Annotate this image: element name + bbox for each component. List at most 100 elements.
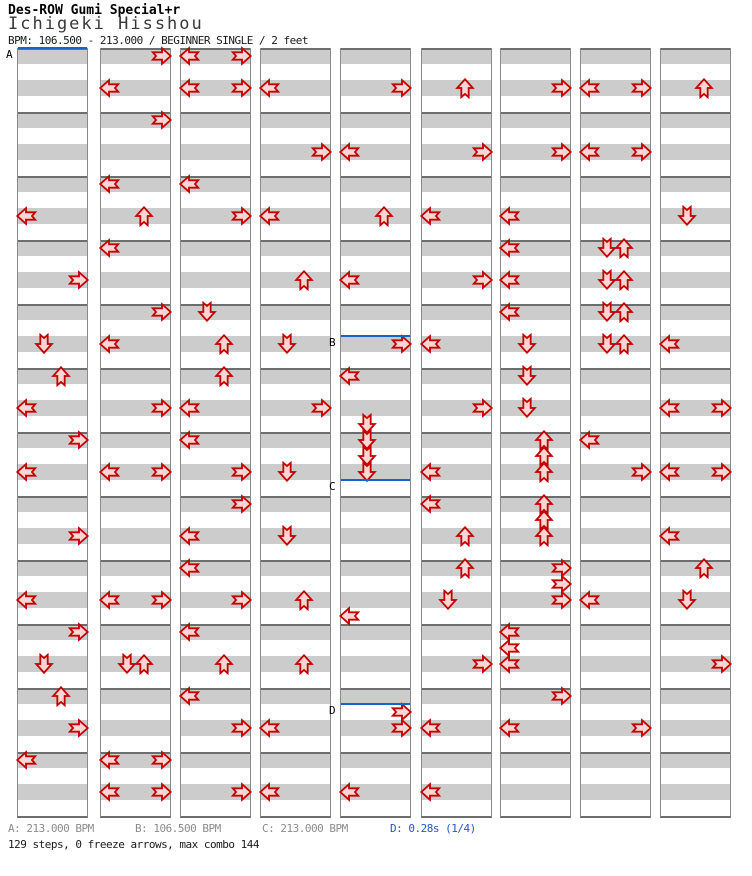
arrow-left-icon bbox=[498, 621, 520, 643]
arrow-left-icon bbox=[178, 557, 200, 579]
arrow-up-icon bbox=[373, 205, 395, 227]
arrow-left-icon bbox=[258, 205, 280, 227]
arrow-right-icon bbox=[231, 781, 253, 803]
arrow-up-icon bbox=[213, 365, 235, 387]
arrow-left-icon bbox=[658, 461, 680, 483]
arrow-left-icon bbox=[498, 237, 520, 259]
arrow-right-icon bbox=[151, 109, 173, 131]
arrow-right-icon bbox=[68, 525, 90, 547]
tempo-marker-label: B bbox=[329, 336, 336, 349]
arrow-left-icon bbox=[338, 365, 360, 387]
arrow-down-icon bbox=[516, 365, 538, 387]
arrow-left-icon bbox=[178, 525, 200, 547]
tempo-marker-a-label: A: 213.000 BPM bbox=[8, 822, 94, 835]
chart-column bbox=[258, 48, 333, 818]
arrow-left-icon bbox=[178, 173, 200, 195]
arrow-right-icon bbox=[631, 77, 653, 99]
arrow-right-icon bbox=[711, 461, 733, 483]
arrow-right-icon bbox=[631, 717, 653, 739]
arrow-right-icon bbox=[151, 301, 173, 323]
arrow-left-icon bbox=[178, 45, 200, 67]
arrow-right-icon bbox=[231, 205, 253, 227]
arrow-right-icon bbox=[311, 141, 333, 163]
arrow-left-icon bbox=[15, 749, 37, 771]
arrow-right-icon bbox=[711, 653, 733, 675]
arrow-right-icon bbox=[551, 77, 573, 99]
arrow-down-icon bbox=[596, 269, 618, 291]
arrow-up-icon bbox=[613, 269, 635, 291]
chart-column bbox=[338, 48, 413, 818]
arrow-up-icon bbox=[213, 333, 235, 355]
tempo-marker-line bbox=[341, 479, 410, 481]
arrow-left-icon bbox=[178, 397, 200, 419]
arrow-up-icon bbox=[613, 333, 635, 355]
arrow-up-icon bbox=[693, 557, 715, 579]
arrow-down-icon bbox=[276, 333, 298, 355]
arrow-right-icon bbox=[551, 141, 573, 163]
arrow-up-icon bbox=[613, 237, 635, 259]
arrow-down-icon bbox=[596, 301, 618, 323]
chart-column bbox=[498, 48, 573, 818]
arrow-right-icon bbox=[151, 781, 173, 803]
chart-column bbox=[98, 46, 173, 818]
arrow-right-icon bbox=[231, 461, 253, 483]
arrow-right-icon bbox=[231, 77, 253, 99]
arrow-right-icon bbox=[631, 461, 653, 483]
arrow-right-icon bbox=[231, 589, 253, 611]
arrow-right-icon bbox=[391, 333, 413, 355]
arrow-left-icon bbox=[498, 269, 520, 291]
arrow-left-icon bbox=[178, 685, 200, 707]
arrow-up-icon bbox=[613, 301, 635, 323]
arrow-left-icon bbox=[578, 77, 600, 99]
arrow-left-icon bbox=[98, 781, 120, 803]
arrow-right-icon bbox=[231, 493, 253, 515]
arrow-right-icon bbox=[631, 141, 653, 163]
arrow-left-icon bbox=[419, 717, 441, 739]
tempo-marker-label: C bbox=[329, 480, 336, 493]
arrow-left-icon bbox=[498, 717, 520, 739]
arrow-left-icon bbox=[98, 333, 120, 355]
arrow-down-icon bbox=[356, 445, 378, 467]
arrow-left-icon bbox=[498, 637, 520, 659]
arrow-up-icon bbox=[133, 653, 155, 675]
arrow-up-icon bbox=[533, 461, 555, 483]
arrow-left-icon bbox=[498, 205, 520, 227]
arrow-right-icon bbox=[68, 429, 90, 451]
arrow-left-icon bbox=[419, 461, 441, 483]
arrow-right-icon bbox=[551, 589, 573, 611]
arrow-down-icon bbox=[116, 653, 138, 675]
arrow-down-icon bbox=[596, 237, 618, 259]
arrow-down-icon bbox=[33, 333, 55, 355]
arrow-right-icon bbox=[151, 589, 173, 611]
arrow-left-icon bbox=[578, 589, 600, 611]
arrow-right-icon bbox=[472, 141, 494, 163]
arrow-down-icon bbox=[196, 301, 218, 323]
tempo-marker-label: D bbox=[329, 704, 336, 717]
tempo-marker-line bbox=[18, 47, 87, 49]
arrow-right-icon bbox=[151, 749, 173, 771]
arrow-down-icon bbox=[437, 589, 459, 611]
chart-column bbox=[15, 47, 90, 818]
arrow-up-icon bbox=[533, 445, 555, 467]
arrow-up-icon bbox=[133, 205, 155, 227]
arrow-left-icon bbox=[578, 429, 600, 451]
chart-summary: 129 steps, 0 freeze arrows, max combo 14… bbox=[8, 838, 260, 851]
arrow-left-icon bbox=[98, 749, 120, 771]
arrow-up-icon bbox=[213, 653, 235, 675]
arrow-up-icon bbox=[454, 557, 476, 579]
arrow-down-icon bbox=[33, 653, 55, 675]
arrow-left-icon bbox=[419, 781, 441, 803]
arrow-up-icon bbox=[50, 685, 72, 707]
arrow-left-icon bbox=[178, 621, 200, 643]
arrow-left-icon bbox=[258, 717, 280, 739]
arrow-up-icon bbox=[293, 653, 315, 675]
arrow-down-icon bbox=[356, 429, 378, 451]
arrow-right-icon bbox=[472, 397, 494, 419]
arrow-up-icon bbox=[533, 525, 555, 547]
tempo-marker-c-label: C: 213.000 BPM bbox=[262, 822, 348, 835]
arrow-down-icon bbox=[356, 461, 378, 483]
arrow-left-icon bbox=[419, 493, 441, 515]
arrow-left-icon bbox=[658, 525, 680, 547]
arrow-down-icon bbox=[516, 397, 538, 419]
